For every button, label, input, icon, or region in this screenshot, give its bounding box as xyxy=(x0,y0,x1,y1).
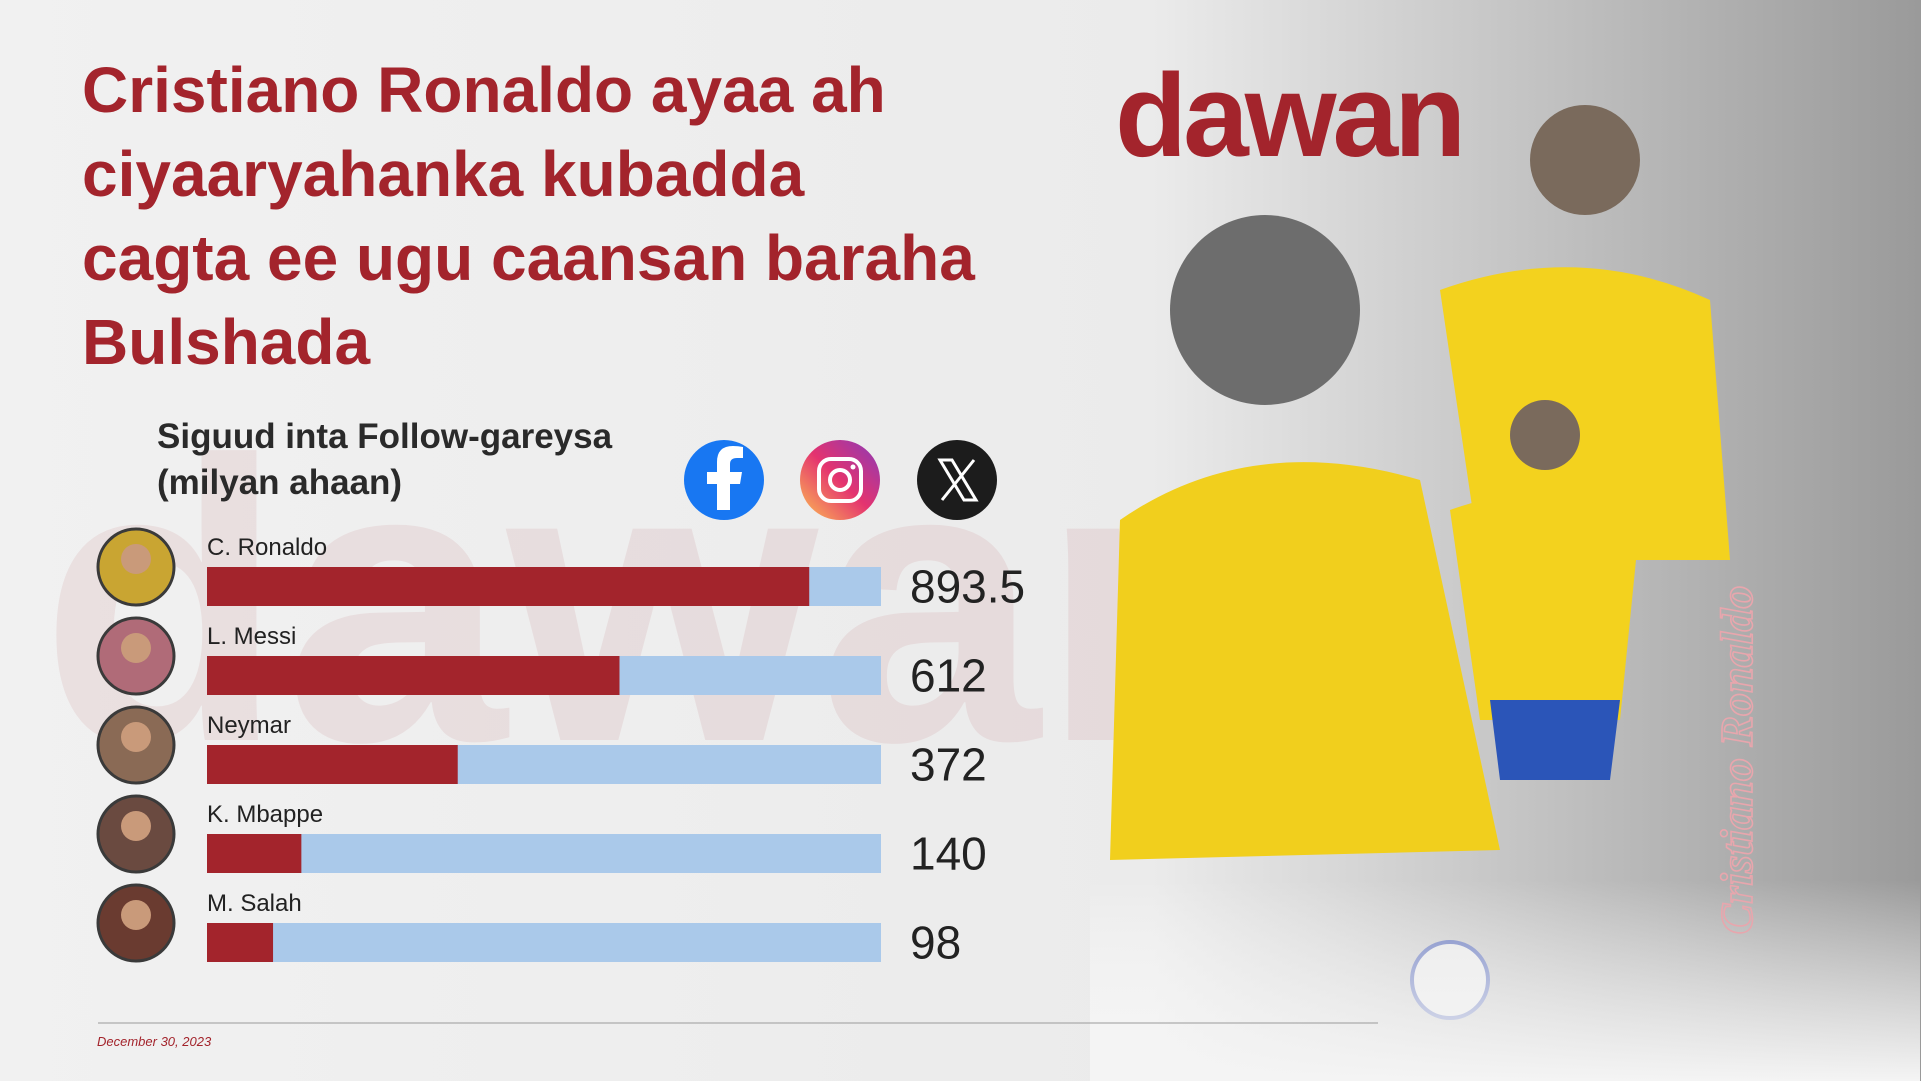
bar xyxy=(207,834,302,873)
value-label: 98 xyxy=(910,917,961,969)
player-avatar-face xyxy=(121,722,151,752)
bar-track xyxy=(207,834,881,873)
category-label: K. Mbappe xyxy=(207,801,323,828)
social-icons xyxy=(684,440,997,520)
player-avatar-face xyxy=(121,811,151,841)
brand-logo: dawan xyxy=(1115,50,1462,182)
player-avatar-face xyxy=(121,633,151,663)
chart-subtitle: Siguud inta Follow-gareysa (milyan ahaan… xyxy=(157,417,613,502)
vertical-caption: Cristiano Ronaldo xyxy=(1711,586,1762,935)
category-label: L. Messi xyxy=(207,623,296,650)
category-label: M. Salah xyxy=(207,890,302,917)
bar xyxy=(207,567,810,606)
chart-title: Cristiano Ronaldo ayaa ah ciyaaryahanka … xyxy=(82,54,975,378)
bar xyxy=(207,745,458,784)
value-label: 612 xyxy=(910,650,987,702)
bar xyxy=(207,656,620,695)
bar-track xyxy=(207,923,881,962)
date: December 30, 2023 xyxy=(97,1034,212,1049)
bar xyxy=(207,923,274,962)
player-avatar-face xyxy=(121,544,151,574)
player-photos xyxy=(1090,105,1920,1081)
category-label: C. Ronaldo xyxy=(207,534,327,561)
player-avatar-face xyxy=(121,900,151,930)
value-label: 893.5 xyxy=(910,561,1025,613)
category-label: Neymar xyxy=(207,712,291,739)
value-label: 372 xyxy=(910,739,987,791)
value-label: 140 xyxy=(910,828,987,880)
